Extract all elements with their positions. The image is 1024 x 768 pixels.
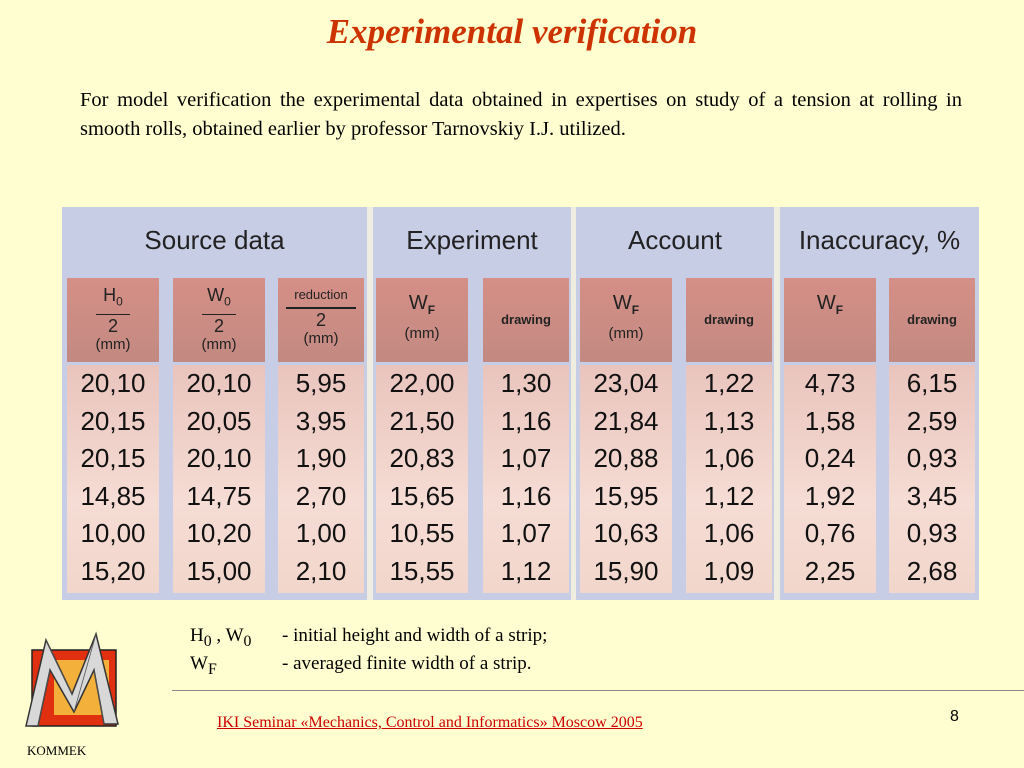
table-cell: 10,00 xyxy=(80,518,146,548)
col-header-reduction: reduction 2 (mm) xyxy=(278,278,364,362)
col-header-inacc-drawing: drawing xyxy=(889,278,975,362)
table-cell: 5,95 xyxy=(295,368,347,398)
table-cell: 1,16 xyxy=(500,480,552,511)
table-cell: 2,10 xyxy=(295,555,347,586)
table-cell: 1,00 xyxy=(295,518,347,548)
table-cell: 10,63 xyxy=(593,518,659,548)
table-cell: 1,13 xyxy=(703,405,755,436)
table-cell: 15,65 xyxy=(389,480,455,511)
table-cell: 4,73 xyxy=(804,368,856,398)
table-cell: 1,06 xyxy=(703,443,755,473)
kommek-logo-icon xyxy=(24,620,124,743)
column-exp-drawing: 1,30 1,16 1,07 1,16 1,07 1,12 xyxy=(483,365,569,593)
table-cell: 1,30 xyxy=(500,368,552,398)
table-cell: 1,07 xyxy=(500,443,552,473)
table-cell: 15,20 xyxy=(80,555,146,586)
legend-row: WF - averaged finite width of a strip. xyxy=(190,652,532,678)
page-number: 8 xyxy=(950,708,959,725)
table-cell: 1,58 xyxy=(804,405,856,436)
table-cell: 23,04 xyxy=(593,368,659,398)
table-cell: 0,76 xyxy=(804,518,856,548)
col-header-inacc-wf: WF xyxy=(784,278,876,362)
table-cell: 15,95 xyxy=(593,480,659,511)
table-cell: 3,45 xyxy=(906,480,958,511)
col-header-acc-wf: WF (mm) xyxy=(580,278,672,362)
table-cell: 0,93 xyxy=(906,518,958,548)
footer-divider xyxy=(172,690,1024,691)
table-cell: 3,95 xyxy=(295,405,347,436)
seminar-link[interactable]: IKI Seminar «Mechanics, Control and Info… xyxy=(217,714,643,731)
col-header-exp-drawing: drawing xyxy=(483,278,569,362)
table-cell: 10,20 xyxy=(186,518,252,548)
group-header-account: Account xyxy=(628,225,722,255)
table-cell: 1,09 xyxy=(703,555,755,586)
group-header-inaccuracy: Inaccuracy, % xyxy=(798,225,961,255)
table-cell: 10,55 xyxy=(389,518,455,548)
column-w0: 20,10 20,05 20,10 14,75 10,20 15,00 xyxy=(173,365,265,593)
table-cell: 1,16 xyxy=(500,405,552,436)
legend-row: H0 , W0 - initial height and width of a … xyxy=(190,625,548,650)
table-cell: 20,88 xyxy=(593,443,659,473)
table-cell: 21,84 xyxy=(593,405,659,436)
table-cell: 1,90 xyxy=(295,443,347,473)
column-inacc-drawing: 6,15 2,59 0,93 3,45 0,93 2,68 xyxy=(889,365,975,593)
column-acc-wf: 23,04 21,84 20,88 15,95 10,63 15,90 xyxy=(580,365,672,593)
table-cell: 1,07 xyxy=(500,518,552,548)
table-cell: 14,75 xyxy=(186,480,252,511)
group-header-source: Source data xyxy=(144,225,285,255)
table-cell: 15,00 xyxy=(186,555,252,586)
table-cell: 1,12 xyxy=(703,480,755,511)
table-cell: 22,00 xyxy=(389,368,455,398)
table-cell: 0,93 xyxy=(906,443,958,473)
table-cell: 14,85 xyxy=(80,480,146,511)
legend: H0 , W0 - initial height and width of a … xyxy=(190,625,551,681)
table-cell: 2,70 xyxy=(295,480,347,511)
col-header-acc-drawing: drawing xyxy=(686,278,772,362)
table-cell: 20,05 xyxy=(186,405,252,436)
table-cell: 20,10 xyxy=(186,368,252,398)
slide-title: Experimental verification xyxy=(326,12,698,51)
table-cell: 1,22 xyxy=(703,368,755,398)
column-acc-drawing: 1,22 1,13 1,06 1,12 1,06 1,09 xyxy=(686,365,772,593)
col-header-exp-wf: WF (mm) xyxy=(376,278,468,362)
table-cell: 1,12 xyxy=(500,555,552,586)
table-cell: 0,24 xyxy=(804,443,856,473)
table-cell: 2,68 xyxy=(906,555,958,586)
table-cell: 1,92 xyxy=(804,480,856,511)
table-cell: 20,15 xyxy=(80,443,146,473)
verification-table: Source data Experiment Account Inaccurac… xyxy=(62,207,979,600)
column-h0: 20,10 20,15 20,15 14,85 10,00 15,20 xyxy=(67,365,159,593)
table-cell: 6,15 xyxy=(906,368,958,398)
intro-paragraph: For model verification the experimental … xyxy=(80,89,962,140)
table-cell: 2,59 xyxy=(906,405,958,436)
table-cell: 20,15 xyxy=(80,405,146,436)
column-exp-wf: 22,00 21,50 20,83 15,65 10,55 15,55 xyxy=(376,365,468,593)
group-header-experiment: Experiment xyxy=(406,225,538,255)
col-header-w0: W0 2 (mm) xyxy=(173,278,265,362)
column-reduction: 5,95 3,95 1,90 2,70 1,00 2,10 xyxy=(278,365,364,593)
table-cell: 21,50 xyxy=(389,405,455,436)
table-cell: 20,83 xyxy=(389,443,455,473)
table-cell: 2,25 xyxy=(804,555,856,586)
table-cell: 15,55 xyxy=(389,555,455,586)
table-cell: 20,10 xyxy=(80,368,146,398)
table-cell: 15,90 xyxy=(593,555,659,586)
logo-label: KOMMEK xyxy=(27,743,87,758)
table-cell: 20,10 xyxy=(186,443,252,473)
column-inacc-wf: 4,73 1,58 0,24 1,92 0,76 2,25 xyxy=(784,365,876,593)
table-cell: 1,06 xyxy=(703,518,755,548)
col-header-h0: H0 2 (mm) xyxy=(67,278,159,362)
